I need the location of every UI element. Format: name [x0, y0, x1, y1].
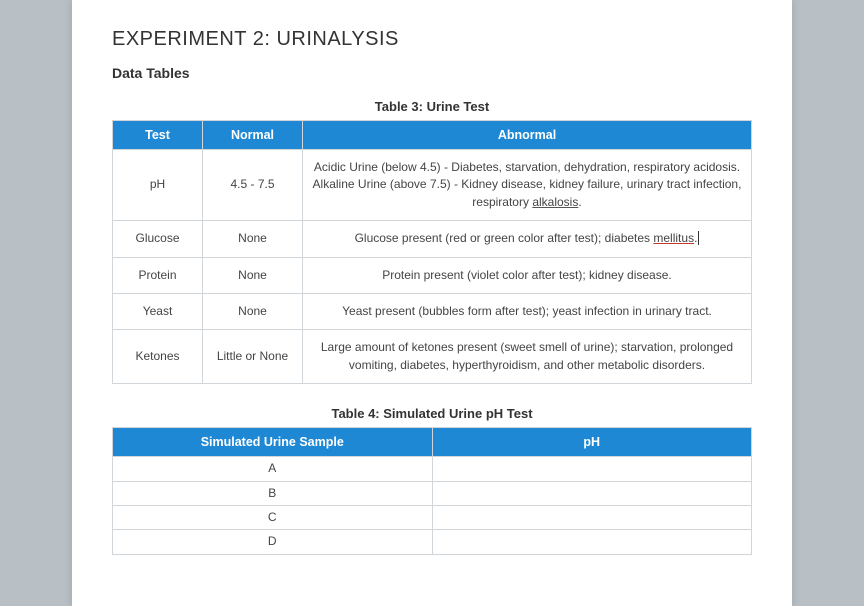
cell-normal: None: [203, 257, 303, 293]
cell-ph: [432, 457, 752, 481]
simulated-ph-table: Simulated Urine Sample pH A B C D: [112, 427, 752, 555]
document-page: EXPERIMENT 2: URINALYSIS Data Tables Tab…: [72, 0, 792, 606]
cell-normal: Little or None: [203, 330, 303, 384]
table-row: A: [113, 457, 752, 481]
cell-sample: A: [113, 457, 433, 481]
cell-normal: None: [203, 221, 303, 257]
cell-abnormal: Acidic Urine (below 4.5) - Diabetes, sta…: [303, 150, 752, 221]
table-row: Protein None Protein present (violet col…: [113, 257, 752, 293]
table-row: Ketones Little or None Large amount of k…: [113, 330, 752, 384]
table-row: Yeast None Yeast present (bubbles form a…: [113, 293, 752, 329]
table-row: B: [113, 481, 752, 505]
cell-test: Ketones: [113, 330, 203, 384]
table3-header-test: Test: [113, 121, 203, 150]
cell-normal: None: [203, 293, 303, 329]
cell-sample: D: [113, 530, 433, 554]
table-row: Glucose None Glucose present (red or gre…: [113, 221, 752, 257]
cell-sample: B: [113, 481, 433, 505]
cell-test: Glucose: [113, 221, 203, 257]
experiment-title: EXPERIMENT 2: URINALYSIS: [112, 28, 752, 51]
cell-test: Protein: [113, 257, 203, 293]
abnormal-text: Alkaline Urine (above 7.5) - Kidney dise…: [313, 177, 742, 208]
abnormal-text-underlined: mellitus: [653, 231, 694, 245]
cell-abnormal: Protein present (violet color after test…: [303, 257, 752, 293]
table3-header-normal: Normal: [203, 121, 303, 150]
abnormal-text-underlined: alkalosis: [532, 195, 578, 209]
cell-abnormal: Glucose present (red or green color afte…: [303, 221, 752, 257]
table3-header-abnormal: Abnormal: [303, 121, 752, 150]
data-tables-heading: Data Tables: [112, 65, 752, 81]
table-row: C: [113, 505, 752, 529]
table4-caption: Table 4: Simulated Urine pH Test: [112, 406, 752, 421]
table-row: pH 4.5 - 7.5 Acidic Urine (below 4.5) - …: [113, 150, 752, 221]
cell-sample: C: [113, 505, 433, 529]
abnormal-text: .: [578, 195, 581, 209]
cell-test: pH: [113, 150, 203, 221]
table-row: D: [113, 530, 752, 554]
cell-ph: [432, 481, 752, 505]
cell-ph: [432, 530, 752, 554]
cell-normal: 4.5 - 7.5: [203, 150, 303, 221]
cell-ph: [432, 505, 752, 529]
abnormal-text: Glucose present (red or green color afte…: [355, 231, 654, 245]
cell-test: Yeast: [113, 293, 203, 329]
cell-abnormal: Yeast present (bubbles form after test);…: [303, 293, 752, 329]
cell-abnormal: Large amount of ketones present (sweet s…: [303, 330, 752, 384]
table4-header-sample: Simulated Urine Sample: [113, 428, 433, 457]
table3-caption: Table 3: Urine Test: [112, 99, 752, 114]
abnormal-text: .: [694, 231, 699, 245]
abnormal-text: Acidic Urine (below 4.5) - Diabetes, sta…: [314, 160, 740, 174]
urine-test-table: Test Normal Abnormal pH 4.5 - 7.5 Acidic…: [112, 120, 752, 384]
table4-header-ph: pH: [432, 428, 752, 457]
